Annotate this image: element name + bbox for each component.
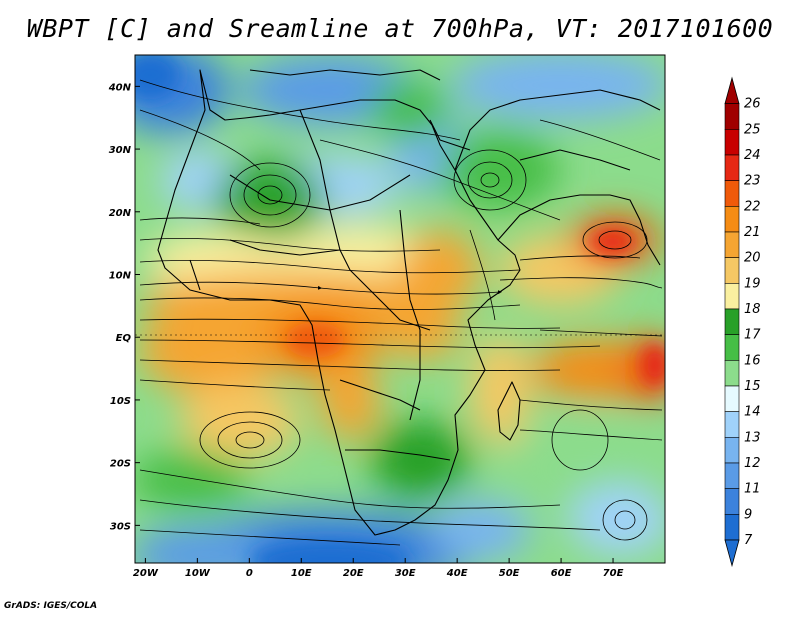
colorbar-level-label: 17	[744, 328, 761, 343]
lon-tick-label: 10W	[185, 568, 211, 579]
colorbar-swatch	[724, 334, 740, 361]
colorbar-level-label: 25	[744, 122, 761, 137]
map-plot-area	[135, 55, 665, 563]
lat-tick-label: 10N	[109, 271, 132, 282]
colorbar-level-label: 21	[744, 225, 761, 240]
streamlines	[139, 79, 663, 546]
lat-tick-label: 20N	[109, 208, 132, 219]
colorbar-swatch	[724, 257, 740, 284]
colorbar-swatch	[724, 411, 740, 438]
grads-credit: GrADS: IGES/COLA	[4, 601, 98, 611]
colorbar-level-label: 24	[744, 148, 761, 163]
colorbar-level-label: 12	[744, 456, 761, 471]
colorbar-swatch	[724, 283, 740, 310]
lon-tick-label: 40E	[446, 568, 468, 579]
colorbar-level-label: 14	[744, 405, 761, 420]
colorbar-swatch	[724, 308, 740, 335]
colorbar-level-label: 11	[744, 482, 761, 497]
lat-tick-label: 30S	[110, 521, 131, 532]
map-frame	[134, 54, 666, 564]
lon-tick-label: 10E	[291, 568, 312, 579]
lon-tick-label: 60E	[551, 568, 572, 579]
colorbar-swatch	[724, 103, 740, 130]
colorbar-swatch	[724, 180, 740, 207]
colorbar-swatch	[724, 154, 740, 181]
colorbar-swatch	[724, 360, 740, 387]
colorbar-swatch	[724, 129, 740, 156]
colorbar-level-label: 20	[744, 251, 761, 266]
colorbar-level-label: 19	[744, 276, 761, 291]
coastlines-and-borders	[157, 69, 661, 536]
lat-tick-label: 20S	[110, 459, 131, 470]
lon-tick-label: 20W	[133, 568, 159, 579]
lon-tick-label: 30E	[395, 568, 416, 579]
colorbar-level-label: 26	[744, 97, 761, 112]
chart-title: WBPT [C] and Sreamline at 700hPa, VT: 20…	[26, 14, 774, 43]
lat-tick-label: 40N	[108, 82, 132, 93]
colorbar-swatch	[724, 462, 740, 489]
lat-tick-label: EQ	[116, 333, 132, 344]
colorbar-level-label: 13	[744, 430, 761, 445]
wbpt-shading	[135, 55, 665, 563]
colorbar-level-label: 9	[744, 507, 752, 522]
lon-tick-label: 0	[246, 568, 253, 579]
latitude-tick-labels: 40N 30N 20N 10N EQ 10S 20S 30S	[108, 82, 140, 532]
colorbar-level-label: 23	[744, 174, 761, 189]
colorbar-level-label: 7	[744, 533, 753, 548]
lon-tick-label: 50E	[499, 568, 520, 579]
colorbar-swatch	[724, 231, 740, 258]
lat-tick-label: 10S	[110, 396, 131, 407]
lat-tick-label: 30N	[109, 145, 132, 156]
lon-tick-label: 20E	[343, 568, 364, 579]
colorbar-top-arrow	[724, 76, 740, 105]
colorbar-level-label: 22	[744, 199, 761, 214]
colorbar-level-label: 18	[744, 302, 761, 317]
colorbar-level-label: 16	[744, 353, 761, 368]
longitude-tick-labels: 20W 10W 0 10E 20E 30E 40E 50E 60E 70E	[133, 558, 624, 579]
colorbar-swatch	[724, 514, 740, 541]
colorbar-bottom-arrow	[724, 539, 740, 568]
colorbar-swatch	[724, 488, 740, 515]
colorbar-swatch	[724, 385, 740, 412]
colorbar-level-label: 15	[744, 379, 761, 394]
colorbar-swatch	[724, 206, 740, 233]
colorbar-legend: 26 25 24 23 22 21 20 19 18 17 16 15 14 13 12 11 9 7	[724, 76, 761, 568]
colorbar-swatch	[724, 437, 740, 464]
lon-tick-label: 70E	[603, 568, 624, 579]
